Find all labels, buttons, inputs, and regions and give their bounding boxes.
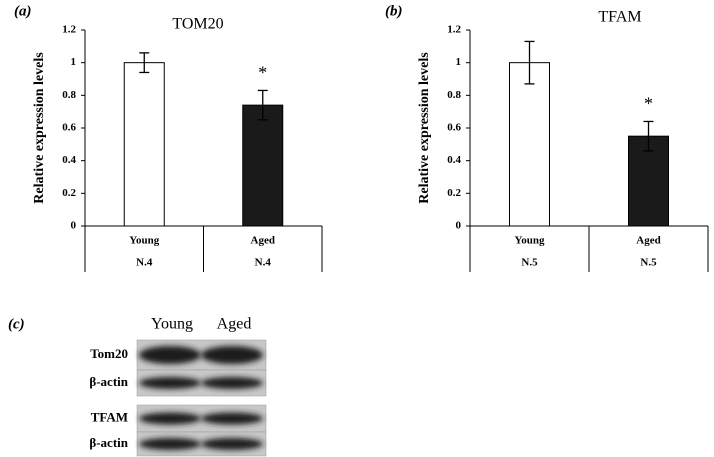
significance-mark: * [258, 63, 267, 83]
y-tick-label: 0.8 [62, 89, 76, 101]
row-label: β-actin [89, 435, 128, 450]
x-tick-label: Young [515, 235, 545, 247]
sample-size: N.4 [136, 257, 153, 269]
blot-band [139, 412, 201, 425]
row-label: TFAM [91, 409, 128, 424]
error-bar [524, 40, 535, 85]
chart-title: TFAM [598, 9, 641, 26]
y-tick-label: 1.2 [447, 24, 461, 36]
panel-label: (a) [14, 3, 32, 19]
y-tick-label: 0.6 [447, 122, 461, 134]
sample-size: N.4 [255, 257, 272, 269]
error-bar [643, 120, 654, 152]
panel-label: (b) [385, 3, 403, 19]
y-tick-label: 0 [456, 220, 462, 232]
sample-size: N.5 [521, 257, 538, 269]
x-tick-label: Young [129, 235, 159, 247]
y-tick-label: 1 [456, 56, 462, 68]
blot-band [201, 346, 263, 364]
bar [242, 104, 284, 227]
y-tick-label: 0.8 [447, 89, 461, 101]
y-tick-label: 1 [71, 56, 77, 68]
bar [509, 62, 550, 227]
y-tick-label: 0.6 [62, 122, 76, 134]
row-label: Tom20 [90, 346, 128, 361]
blot-band [139, 346, 201, 364]
row-label: β-actin [89, 374, 128, 389]
significance-mark: * [644, 94, 653, 114]
blot-band [201, 412, 263, 425]
blot-band [201, 377, 263, 389]
y-tick-label: 0.2 [447, 187, 461, 199]
y-tick-label: 0.2 [62, 187, 76, 199]
bar [123, 62, 165, 227]
bar [628, 135, 669, 227]
lane-label: Aged [217, 316, 252, 333]
y-tick-label: 0 [71, 220, 77, 232]
blot-band [139, 377, 201, 389]
y-axis-label: Relative expression levels [32, 52, 47, 204]
x-tick-label: Aged [636, 235, 660, 247]
x-tick-label: Aged [251, 235, 275, 247]
y-axis-label: Relative expression levels [417, 52, 432, 204]
blot-band [201, 438, 263, 450]
sample-size: N.5 [640, 257, 657, 269]
panel-label: (c) [8, 316, 25, 332]
error-bar [257, 89, 268, 121]
y-tick-label: 1.2 [62, 24, 76, 36]
lane-label: Young [151, 316, 193, 333]
chart-title: TOM20 [172, 16, 223, 33]
y-tick-label: 0.4 [62, 154, 76, 166]
error-bar [139, 52, 150, 74]
y-tick-label: 0.4 [447, 154, 461, 166]
blot-band [139, 438, 201, 450]
